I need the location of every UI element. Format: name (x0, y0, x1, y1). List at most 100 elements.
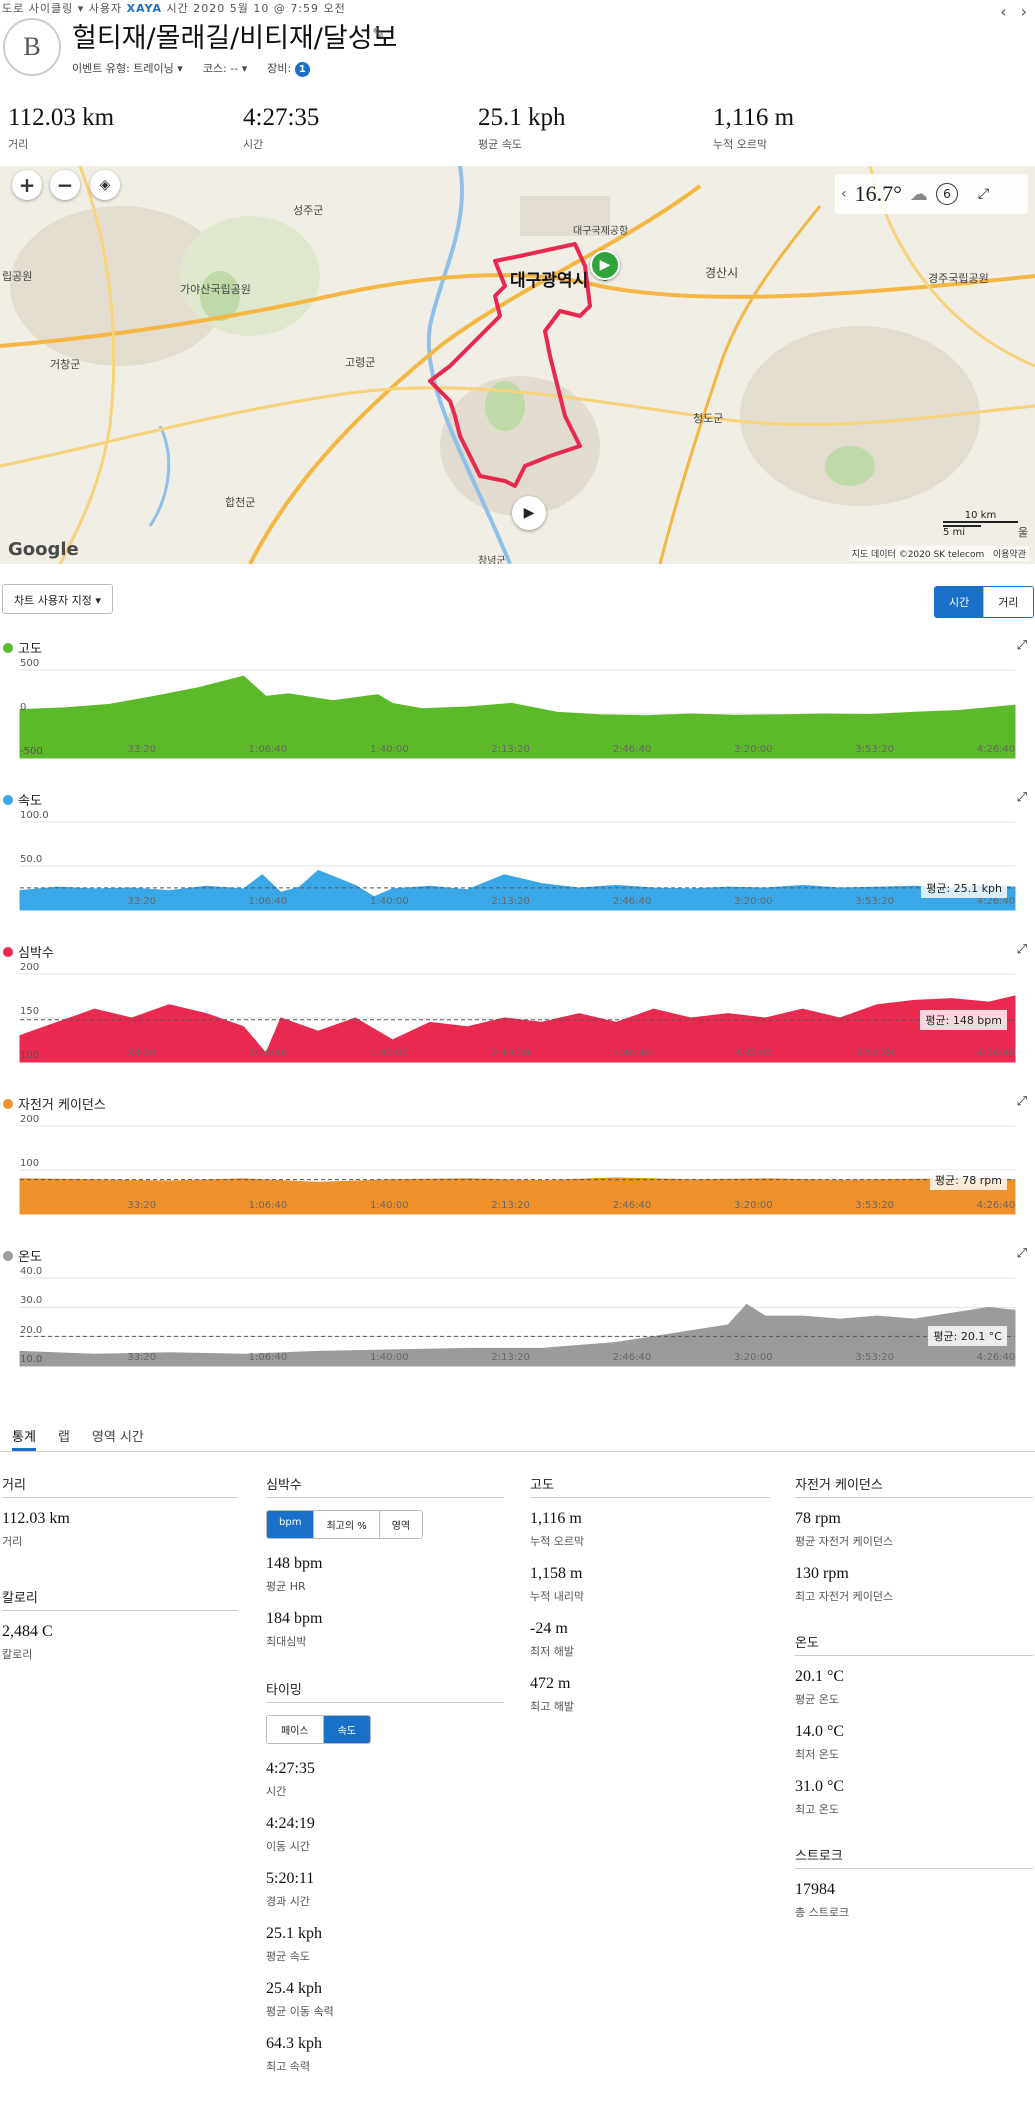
speed-button[interactable]: 속도 (322, 1716, 371, 1743)
stat-label: 평균 온도 (795, 1693, 839, 1706)
expand-chart-icon[interactable]: ⤢ (1016, 1094, 1027, 1109)
stat-value: 20.1 °C (795, 1668, 845, 1685)
stat-item: 184 bpm 최대심박 (266, 1610, 504, 1649)
zoom-out-button[interactable]: − (50, 170, 80, 200)
section-title-elevation: 고도 (530, 1474, 770, 1498)
by-label: 사용자 (88, 2, 123, 15)
stat-item: 64.3 kph 최고 속력 (266, 2035, 504, 2074)
event-type-dropdown[interactable]: 이벤트 유형: 트레이닝 ▾ (72, 62, 183, 75)
route-map[interactable]: + − ◈ ‹ 16.7° ☁ 6 ⤢ 성주군 가야산국립공원 립공원 거창군 … (0, 166, 1035, 564)
y-tick-label: 150 (20, 1006, 40, 1017)
chart-plot[interactable] (0, 658, 1035, 768)
timing-unit-toggle: 페이스 속도 (266, 1715, 372, 1744)
map-label-ul: 울 (1018, 526, 1029, 539)
hr-zone-button[interactable]: 영역 (378, 1511, 423, 1538)
chart-plot[interactable] (0, 810, 1035, 920)
map-label-hapcheon: 합천군 (225, 496, 256, 509)
x-tick-label: 1:40:00 (370, 1200, 409, 1211)
stat-label: 경과 시간 (266, 1895, 310, 1908)
y-tick-label: -500 (20, 746, 43, 757)
x-tick-label: 3:20:00 (734, 744, 773, 755)
mode-time-button[interactable]: 시간 (935, 587, 984, 617)
x-tick-label: 2:46:40 (612, 1048, 652, 1059)
stat-item: 5:20:11 경과 시간 (266, 1870, 504, 1909)
stat-value: 64.3 kph (266, 2035, 322, 2052)
layers-icon[interactable]: ◈ (90, 170, 120, 200)
pace-button[interactable]: 페이스 (267, 1716, 323, 1743)
stat-value: 112.03 km (2, 1510, 70, 1527)
stat-value: 14.0 °C (795, 1723, 845, 1740)
x-tick-label: 3:20:00 (734, 1200, 773, 1211)
chart-plot[interactable] (0, 962, 1035, 1072)
gear-info[interactable]: 장비: 1 (267, 60, 310, 77)
x-tick-label: 1:40:00 (370, 1048, 409, 1059)
chart-heart-rate: 심박수 ⤢ 200 150 100 33:20 1:06:40 1:40:00 2:13:2… (0, 942, 1035, 1092)
mode-distance-button[interactable]: 거리 (983, 587, 1033, 617)
stat-label: 총 스트로크 (795, 1906, 850, 1919)
weather-prev-icon[interactable]: ‹ (841, 186, 847, 202)
stat-item: -24 m 최저 해발 (530, 1620, 770, 1659)
activity-title[interactable]: 헐티재/몰래길/비티재/달성보 (72, 23, 398, 54)
tab-stats[interactable]: 통계 (12, 1420, 36, 1451)
fullscreen-icon[interactable]: ⤢ (977, 186, 990, 202)
activity-meta: 이벤트 유형: 트레이닝 ▾ 코스: -- ▾ 장비: 1 (72, 60, 310, 77)
course-dropdown[interactable]: 코스: -- ▾ (202, 62, 248, 75)
expand-chart-icon[interactable]: ⤢ (1016, 942, 1027, 957)
map-label-park-left: 립공원 (2, 270, 33, 283)
expand-chart-icon[interactable]: ⤢ (1016, 790, 1027, 805)
stat-label: 최저 해발 (530, 1645, 574, 1658)
series-area (19, 1303, 1016, 1367)
section-title-distance: 거리 (2, 1474, 238, 1498)
chart-speed: 속도 ⤢ 100.0 50.0 33:20 1:06:40 1:40:00 2:13:20… (0, 790, 1035, 940)
average-label: 평균: 148 bpm (920, 1009, 1007, 1030)
x-tick-label: 4:26:40 (976, 1352, 1016, 1363)
cloud-icon: ☁ (909, 183, 928, 205)
chart-plot[interactable] (0, 1266, 1035, 1376)
expand-chart-icon[interactable]: ⤢ (1016, 638, 1027, 653)
hr-bpm-button[interactable]: bpm (267, 1511, 314, 1538)
x-tick-label: 1:06:40 (248, 896, 288, 907)
avatar[interactable]: B (3, 18, 61, 76)
stat-value: 184 bpm (266, 1610, 323, 1627)
chart-header: 자전거 케이던스 (3, 1094, 106, 1113)
map-terms-link[interactable]: 이용약관 (992, 550, 1026, 560)
edit-pencil-icon[interactable]: ✎ (372, 24, 386, 43)
x-tick-label: 2:46:40 (612, 1200, 652, 1211)
time-label: 시간 (166, 2, 189, 15)
weather-temperature: 16.7° (854, 181, 902, 206)
stat-label: 최고 해발 (530, 1700, 574, 1713)
tab-time-in-zone[interactable]: 영역 시간 (91, 1430, 144, 1445)
chart-elevation: 고도 ⤢ 500 0 -500 33:20 1:06:40 1:40:00 2:13:20 2… (0, 638, 1035, 788)
summary-label: 평균 속도 (478, 138, 522, 151)
section-title-timing: 타이밍 (266, 1679, 504, 1703)
chart-plot[interactable] (0, 1114, 1035, 1224)
stat-value: 17984 (795, 1881, 835, 1898)
summary-time: 4:27:35 시간 (235, 104, 470, 152)
stat-value: 130 rpm (795, 1565, 849, 1582)
stat-item: 2,484 C 칼로리 (2, 1623, 238, 1662)
hr-percent-max-button[interactable]: 최고의 % (313, 1511, 379, 1538)
summary-label: 거리 (8, 138, 29, 151)
chart-header: 심박수 (3, 942, 54, 961)
activity-type[interactable]: 도로 사이클링 (2, 2, 74, 15)
zoom-in-button[interactable]: + (12, 170, 42, 200)
stat-value: 472 m (530, 1675, 571, 1692)
user-link[interactable]: XAYA (126, 2, 162, 15)
next-activity-icon[interactable]: › (1020, 2, 1027, 21)
customize-charts-button[interactable]: 차트 사용자 지정 ▾ (2, 584, 113, 614)
stat-value: -24 m (530, 1620, 568, 1637)
summary-label: 누적 오르막 (713, 138, 768, 151)
play-route-button[interactable]: ▶ (512, 496, 546, 530)
y-tick-label: 200 (20, 1114, 40, 1125)
x-tick-label: 2:46:40 (612, 1352, 652, 1363)
stats-tabs: 통계 랩 영역 시간 (0, 1420, 1035, 1452)
x-tick-label: 2:13:20 (491, 744, 530, 755)
map-label-airport: 대구국제공항 (573, 226, 629, 237)
x-tick-label: 3:20:00 (734, 896, 773, 907)
expand-chart-icon[interactable]: ⤢ (1016, 1246, 1027, 1261)
stat-item: 17984 총 스트로크 (795, 1881, 1033, 1920)
tab-laps[interactable]: 랩 (57, 1430, 70, 1445)
stat-label: 시간 (266, 1785, 287, 1798)
prev-activity-icon[interactable]: ‹ (1000, 2, 1007, 21)
start-marker-icon[interactable]: ▶ (590, 250, 620, 280)
